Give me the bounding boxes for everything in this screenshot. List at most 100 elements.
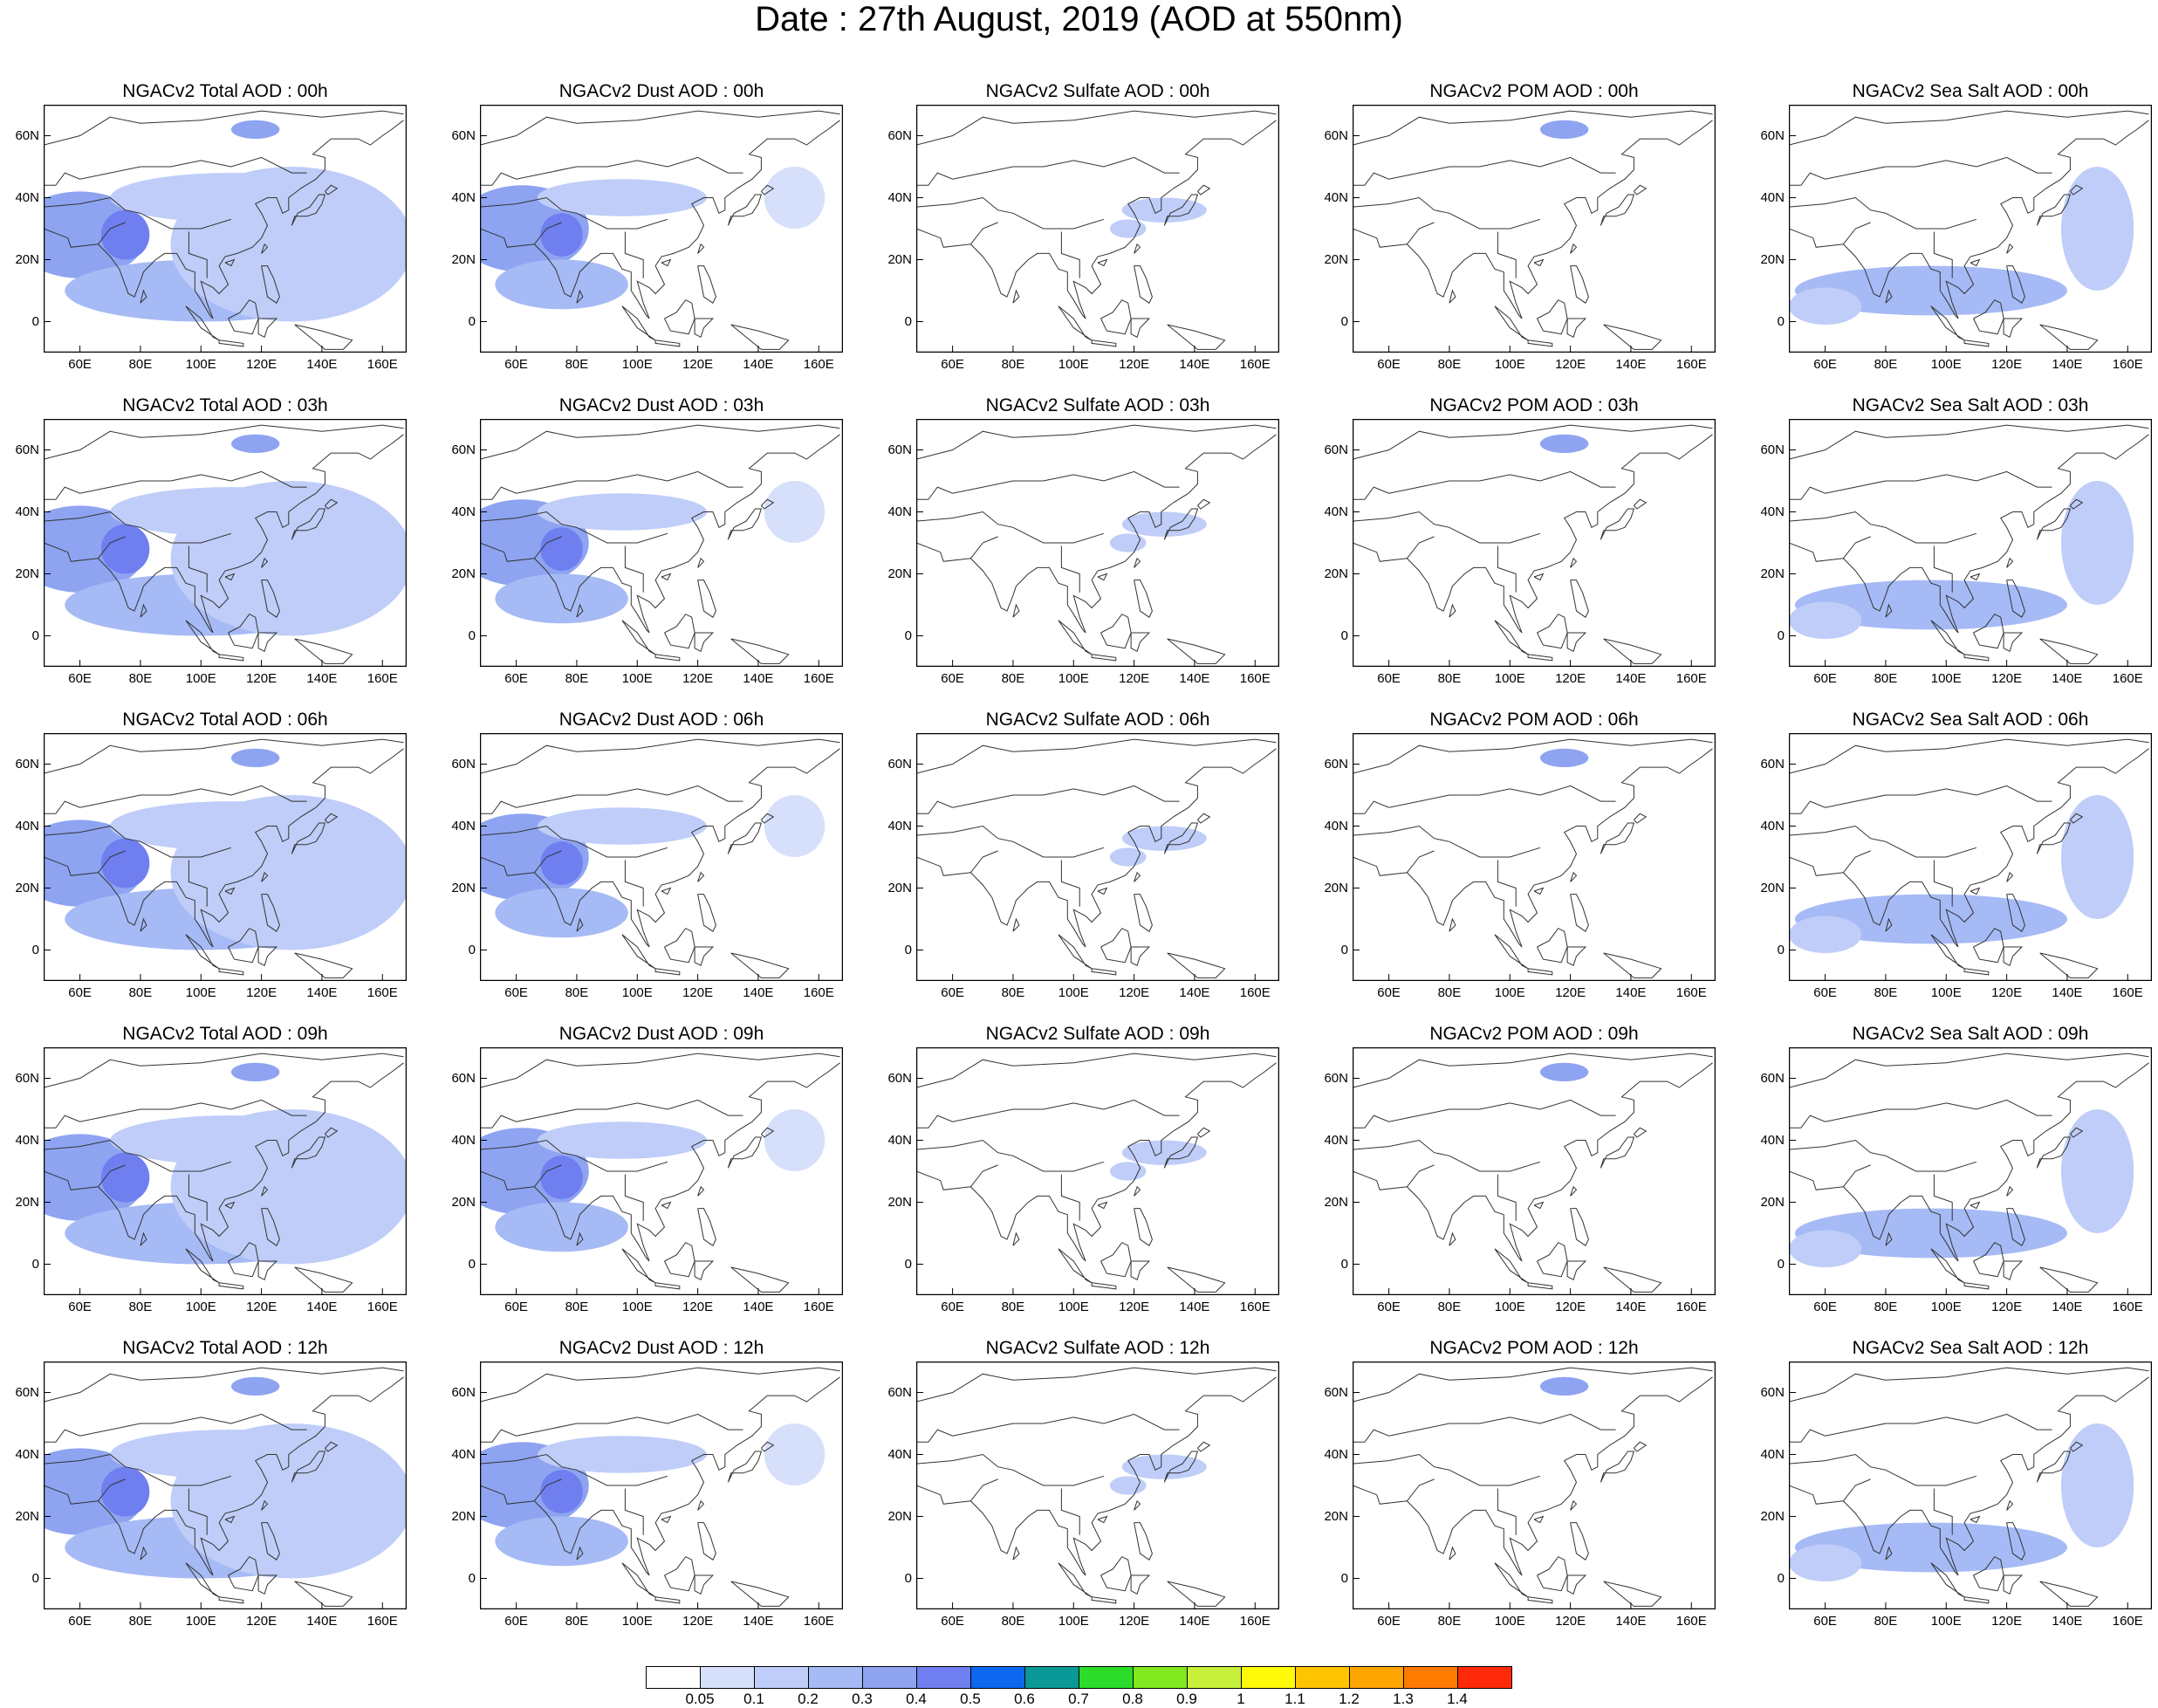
coastline [261,580,280,618]
lon-tick-label: 100E [185,357,216,372]
map-area [44,1362,407,1609]
coastline [1566,946,1587,967]
aod-blob [540,841,583,885]
coastline [1537,1556,1568,1592]
coastline [218,1282,244,1290]
coastline [1963,654,1990,662]
aod-blob [170,481,407,636]
lon-tick-label: 100E [1930,985,1962,1000]
aod-blob [1539,120,1589,140]
lat-tick-label: 20N [451,251,476,267]
coastline [697,1185,705,1197]
lon-tick-label: 100E [1494,1300,1525,1314]
aod-blob [170,795,407,950]
map-frame [1353,1362,1716,1609]
coastline [1197,184,1211,195]
coastline [44,1139,232,1172]
coastline [480,1413,743,1443]
lat-tick-label: 20N [1324,251,1348,267]
coastline [257,946,278,967]
coastline [694,318,715,339]
coastline [1353,156,1616,186]
panel-title: NGACv2 POM AOD : 03h [1429,395,1639,415]
lat-tick-label: 60N [15,1070,39,1086]
coastline [1537,1242,1568,1278]
coastline [1533,258,1545,267]
coastline [228,1556,259,1592]
coastline [1789,1053,2149,1088]
lon-tick-label: 140E [1615,985,1647,1000]
figure-title: Date : 27th August, 2019 (AOD at 550nm) [755,0,1403,38]
lon-tick-label: 60E [504,357,528,372]
lon-tick-label: 160E [1239,671,1271,686]
coastline [1789,196,1977,230]
lon-tick-label: 80E [1874,1300,1898,1314]
coastline [1097,573,1108,581]
coastline [480,738,840,774]
map-panel-total-03: NGACv2 Total AOD : 03h 60N 40N 20N 0 60E 80E 10… [0,394,436,700]
lat-tick-label: 60N [1760,756,1785,772]
coastline [294,324,353,350]
coastline [1197,1441,1211,1452]
map-area [916,733,1279,981]
coastline [1100,614,1132,649]
lon-tick-label: 60E [1377,671,1401,686]
aod-blob [2061,481,2134,605]
coastline [188,1488,208,1535]
coastline [44,738,404,774]
lon-tick-label: 80E [1874,1614,1898,1629]
lon-tick-label: 160E [1675,1300,1707,1314]
aod-blob [1121,197,1207,223]
map-area [1353,419,1716,667]
lat-tick-label: 40N [1760,1132,1785,1148]
lat-tick-label: 0 [468,313,476,329]
lat-tick-label: 0 [468,1570,476,1586]
lat-tick-label: 40N [451,1446,476,1462]
coastline [261,557,269,568]
map-frame [480,1047,843,1295]
aod-blob [100,1466,150,1517]
lon-tick-label: 100E [1058,1614,1089,1629]
lon-tick-label: 140E [306,1614,338,1629]
lon-tick-label: 160E [2112,357,2143,372]
coastline [970,222,998,245]
panel-title: NGACv2 POM AOD : 12h [1429,1338,1639,1358]
coastline [1566,318,1587,339]
lon-tick-label: 60E [941,985,964,1000]
coastline [1566,1260,1587,1281]
coastline [1789,110,2149,146]
coastline [2003,1574,2024,1595]
lat-tick-label: 20N [1324,880,1348,895]
coastline [1130,946,1151,967]
coastline [727,508,763,540]
map-panel-seasalt-12: NGACv2 Sea Salt AOD : 12h 60N 40N 20N 0 60E 80… [1745,1337,2158,1643]
coastline [2006,1208,2025,1246]
map-frame [1789,105,2152,353]
coastline [44,1099,307,1128]
lon-tick-label: 100E [185,1300,216,1314]
coastline [480,1099,743,1128]
coastline [661,1515,672,1524]
map-area [1353,733,1716,981]
lat-tick-label: 60N [15,442,39,457]
coastline [624,545,644,593]
coastline [44,1053,404,1088]
coastline [916,738,1277,774]
coastline [1570,871,1578,882]
coastline [480,511,668,544]
coastline [1012,1546,1020,1561]
coastline [1353,196,1541,230]
colorbar-segment [1024,1666,1079,1689]
coastline [1973,299,2004,335]
coastline [1163,1136,1199,1169]
coastline [325,1441,339,1452]
colorbar-tick-label: 0.4 [906,1691,927,1707]
coastline [916,156,1180,186]
coastline [1091,1596,1117,1604]
lon-tick-label: 80E [1001,357,1025,372]
coastline [224,573,236,581]
coastline [44,196,232,230]
lat-tick-label: 0 [904,942,912,957]
coastline [98,1478,126,1502]
coastline [1570,1208,1589,1246]
